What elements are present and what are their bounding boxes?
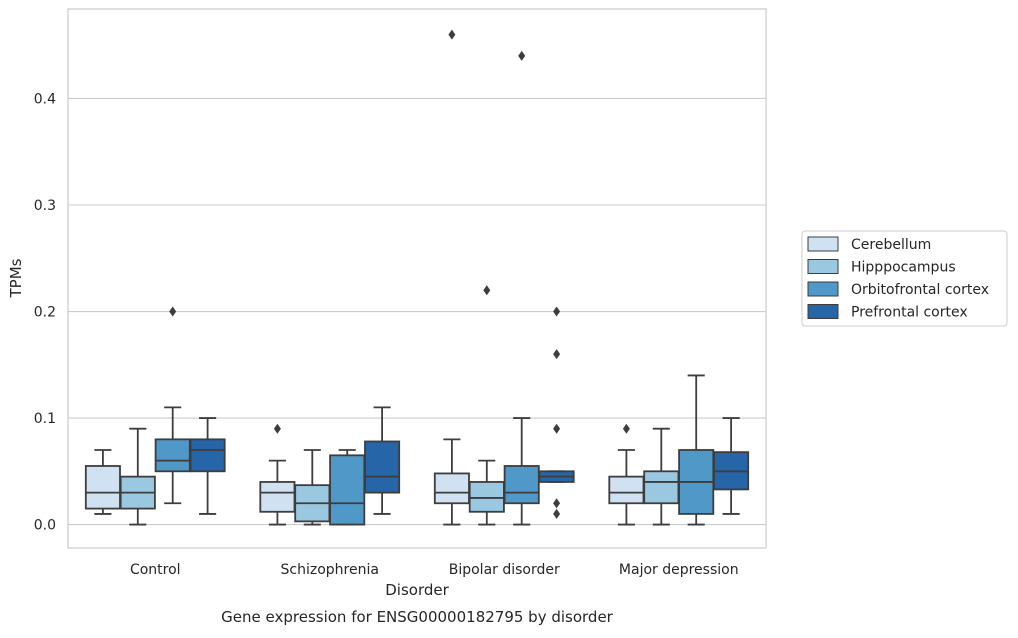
x-tick-label: Bipolar disorder xyxy=(449,562,560,578)
box-body xyxy=(259,481,296,513)
box-body xyxy=(503,465,540,505)
outlier-point xyxy=(553,423,561,434)
box-2-1 xyxy=(468,285,505,526)
box-2-0 xyxy=(433,29,470,526)
legend-label: Prefrontal cortex xyxy=(851,305,968,321)
legend-label: Orbitofrontal cortex xyxy=(851,282,989,298)
x-axis-label: Disorder xyxy=(385,581,449,599)
box-0-3 xyxy=(189,417,226,515)
outlier-point xyxy=(518,50,526,61)
box-3-2 xyxy=(678,374,715,526)
legend-swatch xyxy=(807,259,839,274)
outlier-point xyxy=(622,423,630,434)
box-1-1 xyxy=(294,449,331,526)
legend-label: Hipppocampus xyxy=(851,260,956,276)
y-tick-label: 0.3 xyxy=(34,198,56,214)
chart-caption: Gene expression for ENSG00000182795 by d… xyxy=(221,608,614,626)
box-2-2 xyxy=(503,50,540,526)
outlier-point xyxy=(553,498,561,509)
box-3-3 xyxy=(713,417,750,515)
box-body xyxy=(468,481,505,513)
box-2-3 xyxy=(538,306,575,519)
legend-swatch xyxy=(807,281,839,297)
box-body xyxy=(643,470,680,505)
y-tick-labels: 0.0 0.1 0.2 0.3 0.4 xyxy=(34,91,56,533)
x-tick-labels: Control Schizophrenia Bipolar disorder Majo… xyxy=(130,562,739,578)
box-0-2 xyxy=(154,306,191,505)
box-body xyxy=(154,438,191,473)
legend: Cerebellum Hipppocampus Orbitofrontal cort… xyxy=(801,230,1008,327)
box-1-2 xyxy=(329,449,366,526)
legend-frame xyxy=(801,230,1008,327)
outlier-point xyxy=(448,29,456,40)
y-tick-label: 0.0 xyxy=(34,518,56,534)
plot-frame xyxy=(67,8,767,549)
outlier-point xyxy=(553,508,561,519)
x-tick-label: Control xyxy=(130,562,181,578)
y-tick-label: 0.2 xyxy=(34,305,56,321)
x-tick-label: Schizophrenia xyxy=(281,562,379,578)
box-3-0 xyxy=(608,423,645,526)
box-body xyxy=(189,438,226,473)
x-tick-label: Major depression xyxy=(619,562,739,578)
box-0-1 xyxy=(119,427,156,526)
y-axis-label: TPMs xyxy=(7,258,25,298)
box-3-1 xyxy=(643,427,680,526)
box-body xyxy=(364,440,401,494)
box-body xyxy=(329,454,366,526)
outlier-point xyxy=(169,306,177,317)
outlier-point xyxy=(553,349,561,360)
box-1-3 xyxy=(364,406,401,515)
box-body xyxy=(433,472,470,505)
box-body xyxy=(84,465,121,510)
box-1-0 xyxy=(259,423,296,526)
legend-swatch xyxy=(807,304,839,319)
y-tick-label: 0.4 xyxy=(34,91,56,107)
grid-layer xyxy=(68,97,766,526)
legend-swatch xyxy=(807,236,839,252)
legend-label: Cerebellum xyxy=(851,237,931,253)
box-0-0 xyxy=(84,449,121,515)
outlier-point xyxy=(553,306,561,317)
y-tick-label: 0.1 xyxy=(34,411,56,427)
outlier-point xyxy=(483,285,491,296)
box-layer xyxy=(84,29,750,526)
outlier-point xyxy=(273,423,281,434)
box-body xyxy=(608,475,645,505)
